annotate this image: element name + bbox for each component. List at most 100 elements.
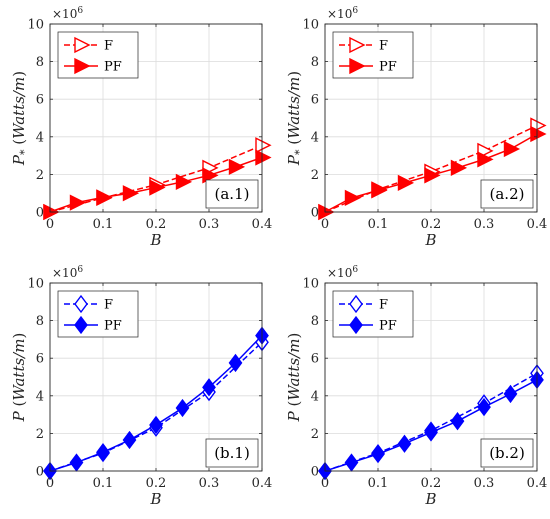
y-tick-label: 10 [302, 277, 319, 292]
x-tick-label: 0.4 [527, 476, 548, 491]
data-point-pf [503, 140, 521, 158]
legend-marker-f [74, 294, 88, 314]
y-axis-label: P* (Watts/m) [10, 71, 31, 166]
legend: F PF [332, 290, 414, 338]
exponent-power: 6 [77, 6, 83, 16]
data-point-pf [255, 149, 272, 166]
data-point-pf [450, 412, 465, 431]
data-point-pf [202, 378, 216, 397]
legend-marker-pf [74, 57, 91, 75]
y-label-units: Watts/m [285, 77, 303, 139]
data-point-pf [228, 353, 243, 373]
data-point-pf [69, 453, 84, 472]
data-point-pf [96, 443, 110, 462]
legend-label-f: F [104, 298, 113, 313]
legend-box [57, 31, 139, 79]
legend-label-f: F [379, 298, 388, 313]
panel-label-box [205, 179, 259, 209]
data-point-pf [344, 189, 362, 207]
legend-box [332, 290, 414, 338]
y-tick-label: 10 [302, 18, 319, 33]
legend: F PF [57, 290, 139, 338]
legend-label-pf: PF [379, 319, 397, 334]
data-point-pf [175, 398, 190, 418]
y-tick-label: 6 [36, 93, 44, 108]
y-tick-label: 0 [36, 206, 44, 221]
exponent-power: 6 [77, 265, 83, 275]
y-tick-label: 10 [27, 277, 44, 292]
y-label-units: Watts/m [10, 77, 28, 139]
x-axis-label: B [149, 490, 161, 508]
y-tick-label: 8 [36, 314, 44, 329]
data-point-pf [530, 125, 547, 143]
y-label-close-paren: ) [285, 333, 303, 339]
data-point-pf [371, 444, 385, 464]
legend-label-f: F [379, 39, 388, 54]
legend-label-f: F [104, 39, 113, 54]
x-tick-label: 0.1 [368, 476, 389, 491]
exponent-base: ×10 [52, 7, 77, 21]
legend: F PF [57, 31, 139, 79]
y-label-symbol: P [285, 154, 303, 166]
x-tick-label: 0 [46, 476, 54, 491]
data-point-pf [397, 434, 412, 453]
x-tick-label: 0.3 [199, 476, 220, 491]
legend-label-pf: PF [104, 319, 122, 334]
y-label-symbol: P [10, 410, 28, 422]
data-point-pf [69, 194, 87, 211]
legend-marker-pf [349, 57, 366, 75]
y-axis-label: P (Watts/m) [285, 333, 303, 423]
panel-label-box [480, 179, 534, 209]
y-label-open-paren: ( [285, 139, 303, 150]
x-tick-label: 0.2 [146, 476, 167, 491]
y-tick-label: 8 [311, 314, 319, 329]
y-tick-label: 0 [311, 206, 319, 221]
y-tick-label: 0 [36, 465, 44, 480]
data-point-pf [344, 453, 359, 472]
legend-label-pf: PF [379, 60, 397, 75]
y-label-close-paren: ) [285, 71, 303, 77]
data-point-pf [228, 158, 246, 176]
legend-marker-pf [349, 315, 363, 335]
exponent-base: ×10 [327, 266, 352, 280]
data-point-pf [175, 173, 193, 191]
data-point-pf [149, 179, 166, 196]
x-tick-label: 0.2 [421, 476, 442, 491]
y-axis-label: P (Watts/m) [10, 333, 28, 423]
legend-marker-f [74, 36, 91, 54]
x-tick-label: 0.1 [93, 476, 114, 491]
data-point-pf [477, 397, 491, 417]
y-tick-label: 2 [311, 427, 319, 442]
panel-label: (b.1) [214, 444, 250, 462]
y-tick-label: 4 [36, 389, 44, 404]
y-tick-label: 4 [36, 130, 44, 145]
y-tick-label: 6 [36, 352, 44, 367]
y-label-units: Watts/m [285, 339, 303, 401]
y-tick-label: 2 [311, 168, 319, 183]
y-tick-label: 0 [311, 465, 319, 480]
x-tick-label: 0.1 [368, 217, 389, 232]
y-label-close-paren: ) [10, 333, 28, 339]
y-axis-exponent: ×106 [52, 6, 83, 21]
y-label-open-paren: ( [10, 139, 28, 150]
y-label-open-paren: ( [10, 401, 28, 412]
x-tick-label: 0.3 [474, 476, 495, 491]
legend: F PF [332, 31, 414, 79]
panel-label: (a.1) [215, 185, 250, 203]
y-label-symbol: P [10, 154, 28, 166]
x-axis-label: B [424, 490, 436, 508]
y-axis-exponent: ×106 [327, 6, 358, 21]
data-point-pf [122, 185, 140, 202]
x-tick-label: 0 [321, 217, 329, 232]
x-tick-label: 0 [321, 476, 329, 491]
y-label-close-paren: ) [10, 71, 28, 77]
legend-box [57, 290, 139, 338]
y-tick-label: 6 [311, 352, 319, 367]
x-axis-label: B [424, 231, 436, 249]
exponent-power: 6 [352, 265, 358, 275]
legend-label-pf: PF [104, 60, 122, 75]
legend-marker-f [349, 36, 366, 54]
